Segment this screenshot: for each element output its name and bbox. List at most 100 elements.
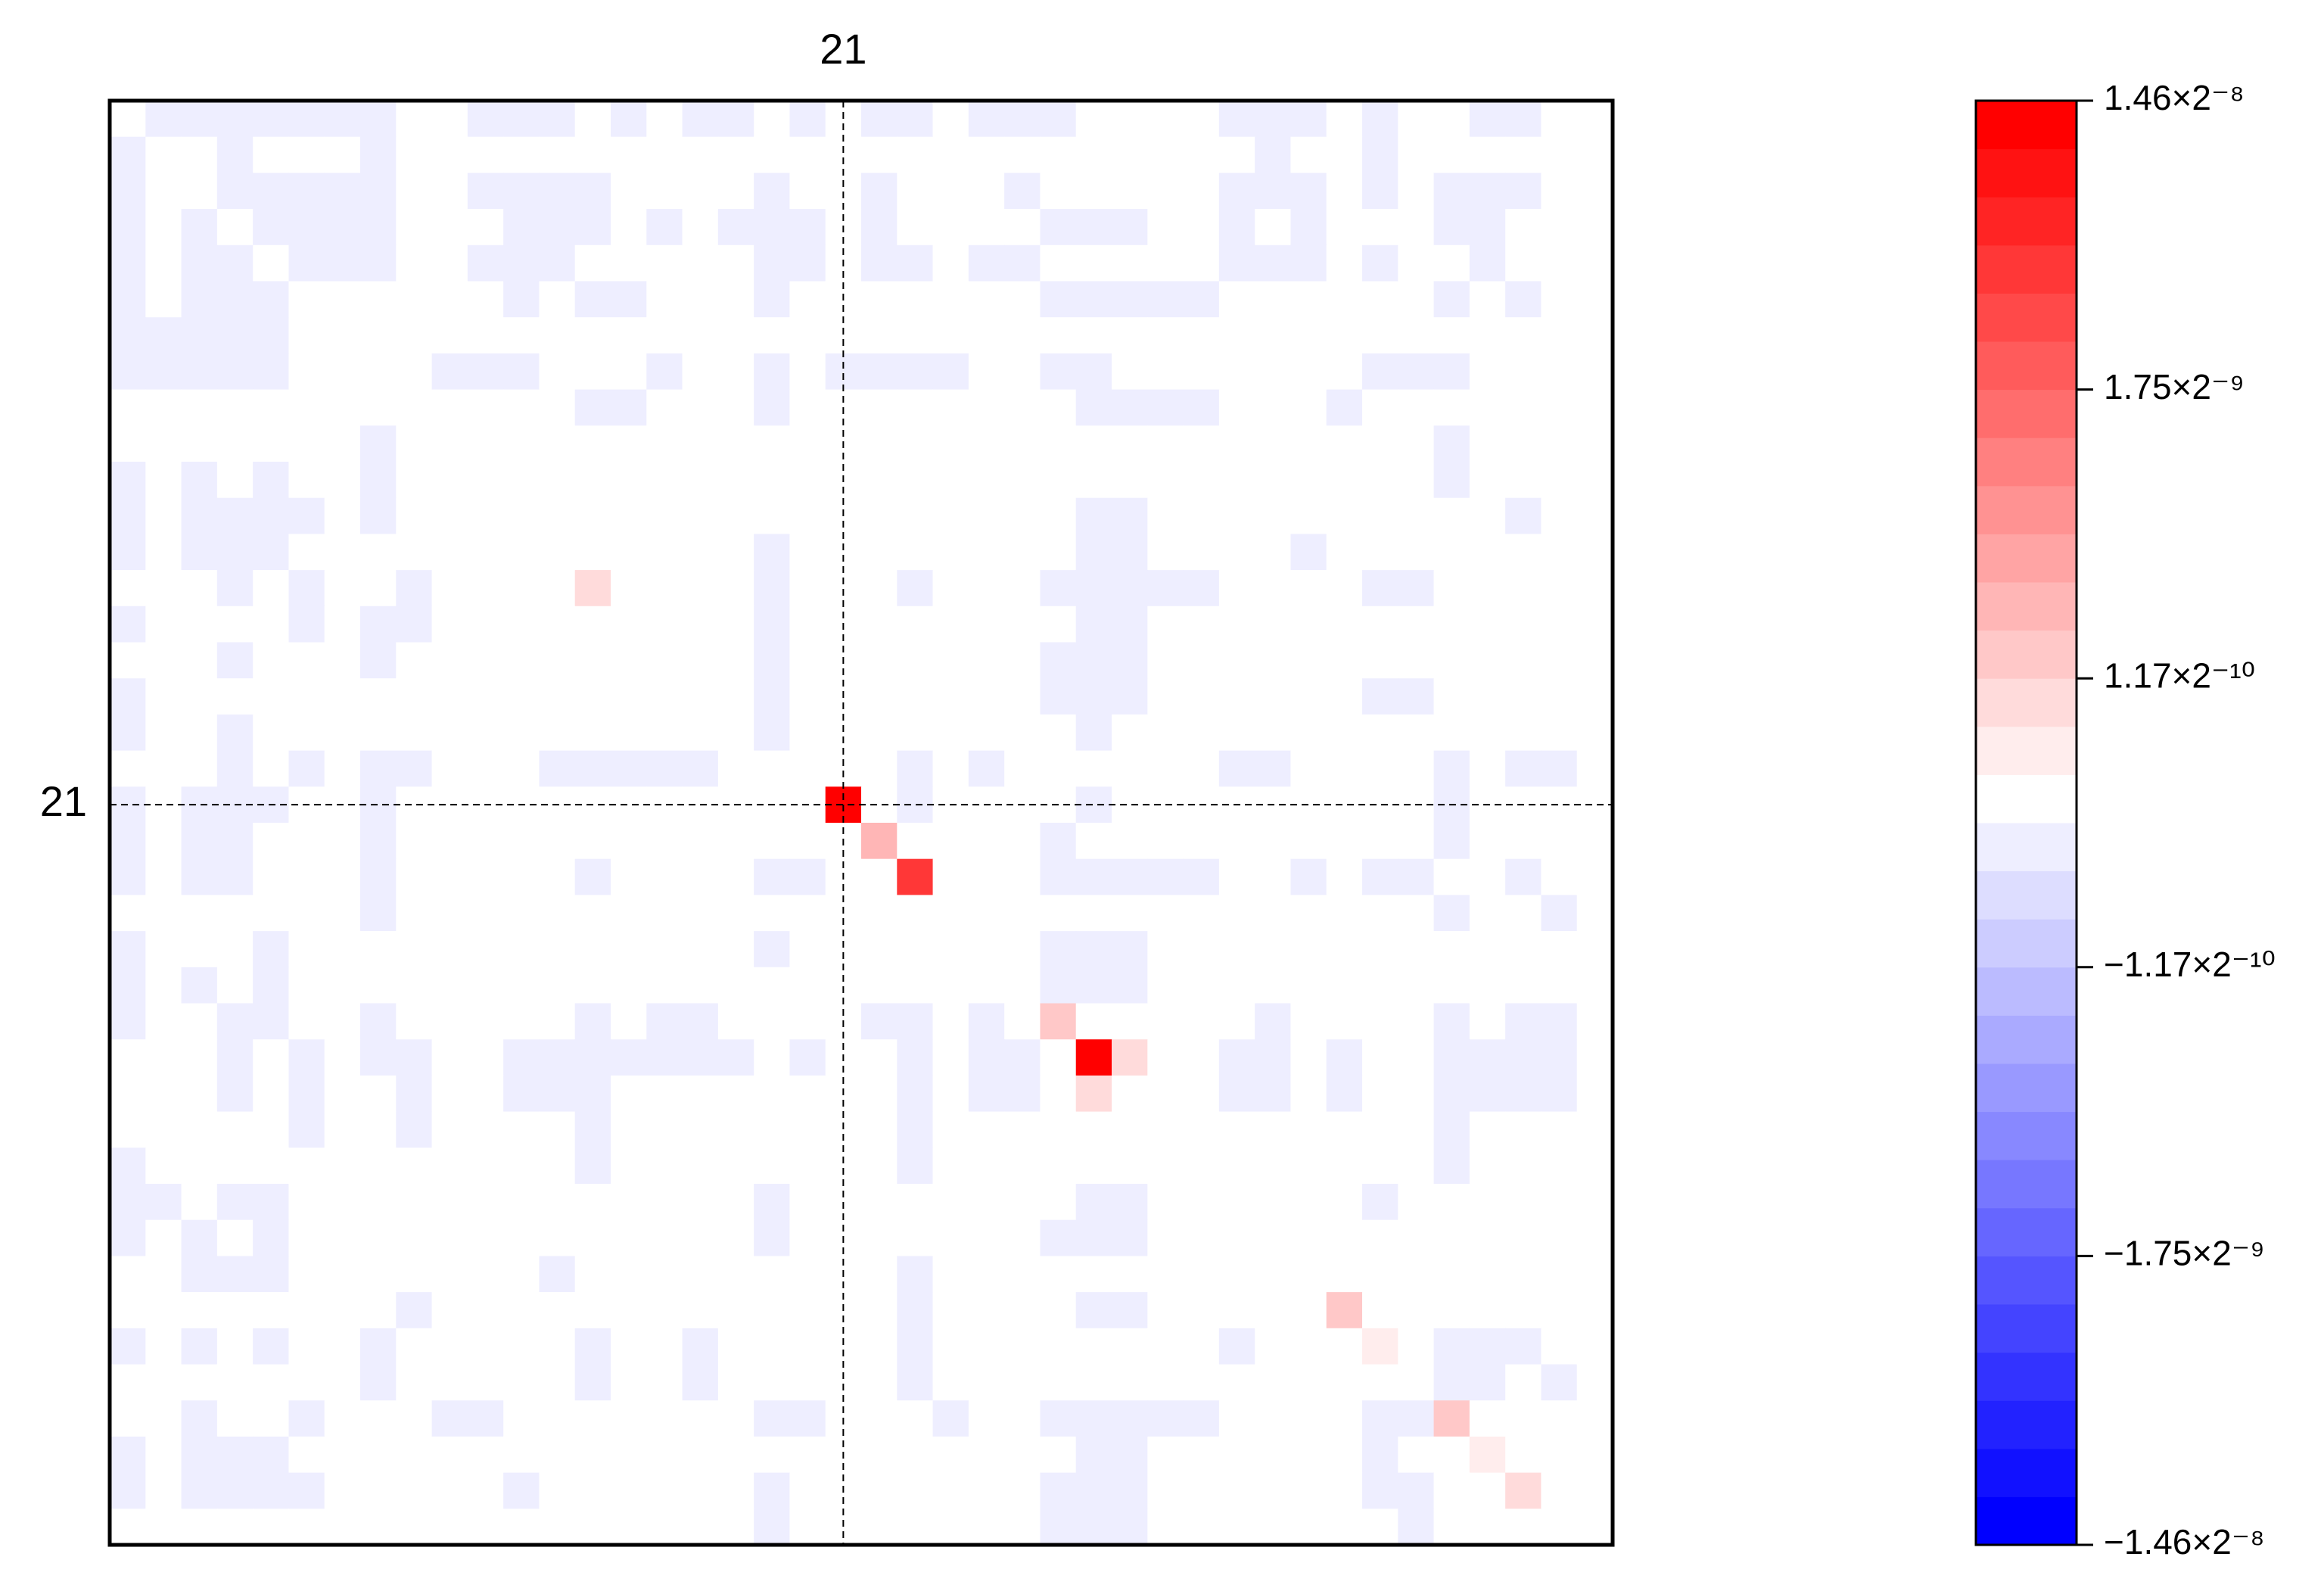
heatmap-cell bbox=[574, 353, 611, 391]
heatmap-cell bbox=[1112, 1400, 1148, 1437]
heatmap-cell bbox=[1326, 1256, 1363, 1293]
heatmap-cell bbox=[253, 425, 289, 462]
heatmap-cell bbox=[682, 534, 719, 571]
heatmap-cell bbox=[1147, 606, 1184, 643]
heatmap-cell bbox=[1433, 570, 1470, 607]
heatmap-cell bbox=[646, 1039, 683, 1076]
heatmap-cell bbox=[1505, 101, 1542, 138]
heatmap-cell bbox=[897, 101, 934, 138]
heatmap-cell bbox=[1218, 1075, 1255, 1113]
heatmap-cell bbox=[1147, 1364, 1184, 1401]
heatmap-cell bbox=[1255, 678, 1291, 715]
heatmap-cell bbox=[253, 1328, 289, 1365]
heatmap-cell bbox=[932, 1472, 969, 1509]
heatmap-cell bbox=[396, 136, 433, 173]
heatmap-cell bbox=[431, 101, 468, 138]
heatmap-cell bbox=[1004, 1039, 1041, 1076]
heatmap-cell bbox=[861, 1219, 898, 1256]
heatmap-cell bbox=[611, 642, 647, 679]
heatmap-cell bbox=[324, 1509, 361, 1546]
heatmap-cell bbox=[1075, 967, 1112, 1004]
heatmap-cell bbox=[1362, 462, 1398, 499]
heatmap-cell bbox=[574, 1400, 611, 1437]
heatmap-cell bbox=[1112, 1256, 1148, 1293]
heatmap-cell bbox=[825, 136, 862, 173]
heatmap-cell bbox=[611, 209, 647, 246]
heatmap-cell bbox=[1576, 786, 1613, 824]
heatmap-cell bbox=[574, 858, 611, 895]
heatmap-cell bbox=[539, 714, 576, 752]
heatmap-cell bbox=[1469, 678, 1506, 715]
heatmap-cell bbox=[145, 497, 182, 534]
heatmap-cell bbox=[1075, 642, 1112, 679]
heatmap-cell bbox=[754, 678, 790, 715]
heatmap-cell bbox=[717, 714, 754, 752]
heatmap-cell bbox=[1505, 895, 1542, 932]
heatmap-cell bbox=[897, 1256, 934, 1293]
heatmap-cell bbox=[181, 570, 218, 607]
heatmap-cell bbox=[181, 462, 218, 499]
heatmap-cell bbox=[253, 750, 289, 787]
heatmap-cell bbox=[611, 1364, 647, 1401]
heatmap-cell bbox=[789, 1111, 826, 1148]
heatmap-cell bbox=[360, 497, 397, 534]
heatmap-cell bbox=[1112, 173, 1148, 210]
heatmap-cell bbox=[539, 1509, 576, 1546]
heatmap-cell bbox=[574, 1111, 611, 1148]
heatmap-cell bbox=[1040, 1075, 1077, 1113]
heatmap-cell bbox=[1075, 1256, 1112, 1293]
heatmap-cell bbox=[1147, 858, 1184, 895]
heatmap-cell bbox=[1147, 1256, 1184, 1293]
heatmap-cell bbox=[467, 101, 504, 138]
heatmap-cell bbox=[1255, 606, 1291, 643]
heatmap-cell bbox=[1433, 967, 1470, 1004]
heatmap-cell bbox=[396, 1039, 433, 1076]
heatmap-cell bbox=[539, 642, 576, 679]
heatmap-cell bbox=[324, 823, 361, 860]
heatmap-cell bbox=[1505, 750, 1542, 787]
heatmap-cell bbox=[288, 1472, 325, 1509]
heatmap-cell bbox=[288, 678, 325, 715]
heatmap-cell bbox=[1290, 1256, 1327, 1293]
heatmap-cell bbox=[1075, 1400, 1112, 1437]
heatmap-cell bbox=[1541, 1328, 1578, 1365]
heatmap-cell bbox=[897, 1147, 934, 1185]
heatmap-cell bbox=[110, 1364, 146, 1401]
heatmap-cell bbox=[1541, 1075, 1578, 1113]
heatmap-cell bbox=[1075, 678, 1112, 715]
heatmap-cell bbox=[646, 642, 683, 679]
heatmap-cell bbox=[897, 244, 934, 282]
heatmap-cell bbox=[181, 209, 218, 246]
heatmap-cell bbox=[968, 642, 1005, 679]
heatmap-cell bbox=[1183, 425, 1220, 462]
heatmap-cell bbox=[1541, 1039, 1578, 1076]
heatmap-cell bbox=[646, 1219, 683, 1256]
heatmap-cell bbox=[646, 1328, 683, 1365]
heatmap-cell bbox=[1541, 425, 1578, 462]
heatmap-cell bbox=[1218, 1003, 1255, 1040]
heatmap-cell bbox=[1147, 1436, 1184, 1474]
heatmap-cell bbox=[1004, 1292, 1041, 1329]
heatmap-cell bbox=[1505, 173, 1542, 210]
heatmap-cell bbox=[1075, 606, 1112, 643]
heatmap-cell bbox=[1576, 678, 1613, 715]
heatmap-cell bbox=[431, 136, 468, 173]
heatmap-cell bbox=[181, 967, 218, 1004]
heatmap-cell bbox=[1505, 858, 1542, 895]
heatmap-cell bbox=[754, 750, 790, 787]
colorbar: −1.46×2⁻⁸−1.75×2⁻⁹−1.17×2⁻¹⁰1.17×2⁻¹⁰1.7… bbox=[1974, 78, 2276, 1562]
heatmap-cell bbox=[110, 858, 146, 895]
heatmap-cell bbox=[682, 714, 719, 752]
heatmap-cell bbox=[682, 1436, 719, 1474]
heatmap-cell bbox=[396, 281, 433, 318]
heatmap-cell bbox=[1505, 281, 1542, 318]
heatmap-cell bbox=[253, 209, 289, 246]
heatmap-cell bbox=[431, 244, 468, 282]
heatmap-cell bbox=[1218, 1509, 1255, 1546]
heatmap-cell bbox=[1576, 1436, 1613, 1474]
heatmap-cell bbox=[324, 1147, 361, 1185]
heatmap-cell bbox=[1183, 534, 1220, 571]
heatmap-cell bbox=[253, 1219, 289, 1256]
heatmap-cell bbox=[145, 136, 182, 173]
heatmap-cell bbox=[1576, 967, 1613, 1004]
